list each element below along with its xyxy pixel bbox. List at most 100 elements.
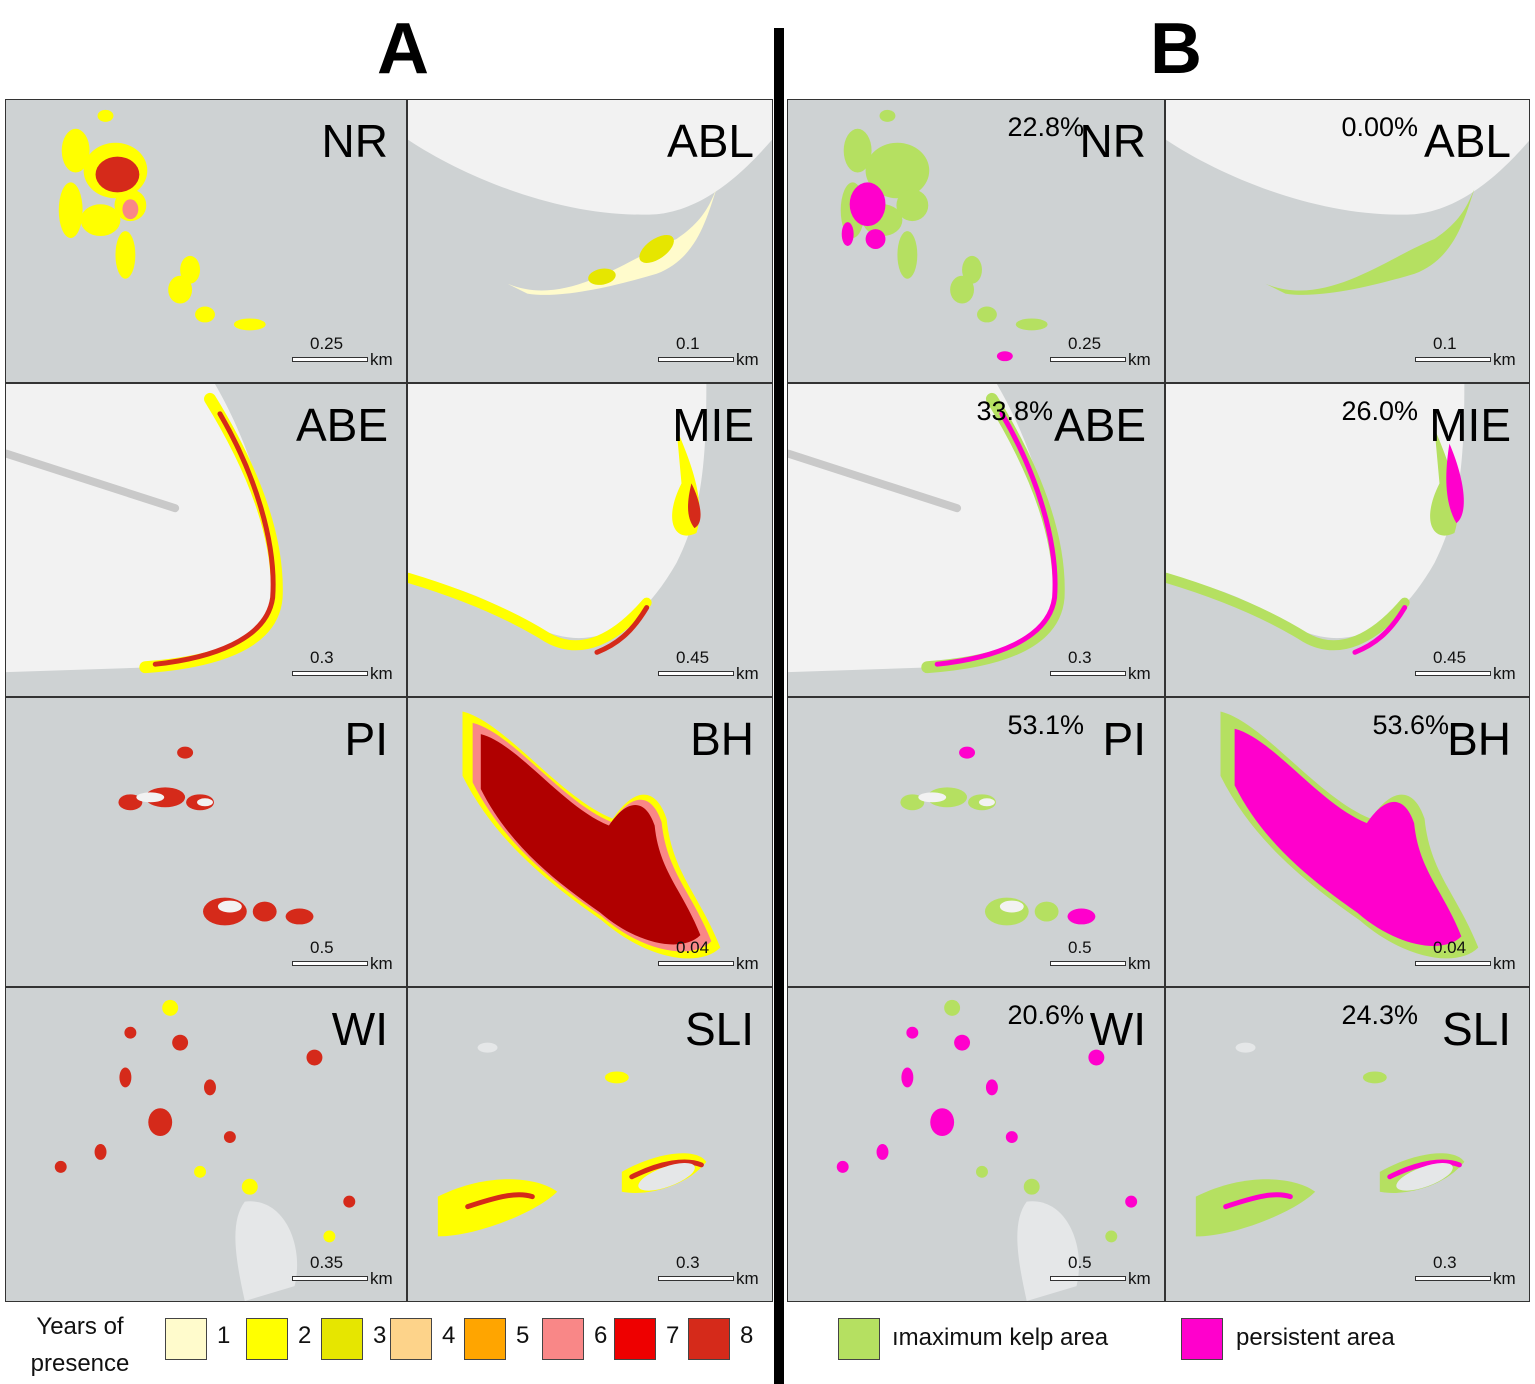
scale-unit: km <box>1128 350 1151 370</box>
island <box>478 1043 498 1053</box>
scale-unit: km <box>1493 350 1516 370</box>
kelp-patch <box>242 1179 258 1195</box>
kelp-patch <box>986 1079 998 1095</box>
island <box>918 792 946 802</box>
kelp-patch <box>204 1079 216 1095</box>
persistent-percentage: 33.8% <box>976 398 1053 425</box>
persistent-percentage: 20.6% <box>1007 1002 1084 1029</box>
map-tile-b-sli: SLI 24.3% 0.3 km <box>1165 987 1530 1302</box>
legend-label-year-2: 2 <box>298 1322 311 1350</box>
scale-value: 0.3 <box>1433 1253 1457 1273</box>
kelp-patch <box>896 189 928 221</box>
kelp-patch <box>1363 1071 1387 1083</box>
scale-bar: 0.25 km <box>292 340 402 370</box>
kelp-patch <box>162 1000 178 1016</box>
kelp-patch <box>81 204 121 236</box>
legend-label-persistent: persistent area <box>1236 1324 1395 1352</box>
land-mass <box>1166 384 1464 638</box>
kelp-patch <box>95 1144 107 1160</box>
scale-value: 0.35 <box>310 1253 343 1273</box>
scale-line <box>1050 961 1126 966</box>
island <box>1236 1043 1256 1053</box>
kelp-patch <box>177 747 193 759</box>
legend-label-year-1: 1 <box>217 1322 230 1350</box>
scale-bar: 0.04 km <box>658 944 768 974</box>
site-label: ABE <box>1054 402 1146 448</box>
kelp-patch <box>124 1027 136 1039</box>
scale-unit: km <box>736 1269 759 1289</box>
kelp-patch <box>234 318 266 330</box>
kelp-patch <box>605 1071 629 1083</box>
site-label: MIE <box>1429 402 1511 448</box>
kelp-patch <box>253 902 277 922</box>
legend-swatch-year-1 <box>165 1318 207 1360</box>
scale-line <box>658 1276 734 1281</box>
kelp-patch <box>1024 1179 1040 1195</box>
legend-label-year-5: 5 <box>516 1322 529 1350</box>
kelp-patch <box>195 307 215 323</box>
site-label: ABE <box>296 402 388 448</box>
legend-swatch-year-2 <box>246 1318 288 1360</box>
kelp-core <box>96 157 140 193</box>
map-tile-b-bh: BH 53.6% 0.04 km <box>1165 697 1530 987</box>
legend-swatch-year-7 <box>614 1318 656 1360</box>
land-mass <box>408 384 706 638</box>
kelp-patch <box>1068 909 1096 925</box>
kelp-patch <box>837 1161 849 1173</box>
kelp-band <box>438 1179 557 1236</box>
kelp-patch <box>897 231 917 279</box>
map-tile-b-abe: ABE 33.8% 0.3 km <box>787 383 1165 697</box>
legend-swatch-persistent <box>1181 1318 1223 1360</box>
scale-line <box>292 961 368 966</box>
scale-unit: km <box>370 954 393 974</box>
panel-a-letter: A <box>377 8 429 90</box>
map-tile-a-abl: ABL 0.1 km <box>407 99 773 383</box>
scale-bar: 0.35 km <box>292 1259 402 1289</box>
kelp-patch <box>954 1035 970 1051</box>
scale-value: 0.25 <box>1068 334 1101 354</box>
panel-divider <box>774 28 784 1384</box>
site-label: BH <box>690 716 754 762</box>
kelp-core <box>122 199 138 219</box>
persistent-percentage: 26.0% <box>1341 398 1418 425</box>
scale-unit: km <box>370 664 393 684</box>
kelp-patch <box>1105 1230 1117 1242</box>
site-label: WI <box>332 1006 388 1052</box>
kelp-patch <box>930 1108 954 1136</box>
scale-value: 0.3 <box>676 1253 700 1273</box>
kelp-patch <box>306 1050 322 1066</box>
scale-line <box>1415 357 1491 362</box>
scale-bar: 0.04 km <box>1415 944 1525 974</box>
legend-swatch-maximum-kelp <box>838 1318 880 1360</box>
scale-line <box>658 961 734 966</box>
kelp-patch <box>950 276 974 304</box>
scale-bar: 0.45 km <box>658 654 768 684</box>
map-tile-b-mie: MIE 26.0% 0.45 km <box>1165 383 1530 697</box>
site-label: NR <box>322 118 388 164</box>
scale-unit: km <box>1493 954 1516 974</box>
scale-line <box>1050 1276 1126 1281</box>
scale-line <box>292 357 368 362</box>
scale-value: 0.1 <box>676 334 700 354</box>
persistent-percentage: 0.00% <box>1341 114 1418 141</box>
scale-bar: 0.5 km <box>1050 1259 1160 1289</box>
scale-value: 0.5 <box>1068 1253 1092 1273</box>
scale-bar: 0.1 km <box>1415 340 1525 370</box>
scale-unit: km <box>1128 1269 1151 1289</box>
scale-line <box>1415 961 1491 966</box>
scale-value: 0.04 <box>676 938 709 958</box>
site-label: WI <box>1090 1006 1146 1052</box>
scale-value: 0.25 <box>310 334 343 354</box>
map-tile-a-pi: PI 0.5 km <box>5 697 407 987</box>
land-mass <box>6 384 275 672</box>
kelp-patch <box>224 1131 236 1143</box>
island <box>218 901 242 913</box>
scale-bar: 0.3 km <box>1415 1259 1525 1289</box>
kelp-patch <box>119 1067 131 1087</box>
site-label: SLI <box>685 1006 754 1052</box>
kelp-patch <box>55 1161 67 1173</box>
persistent-patch <box>997 351 1013 361</box>
kelp-patch <box>877 1144 889 1160</box>
scale-bar: 0.5 km <box>292 944 402 974</box>
scale-value: 0.04 <box>1433 938 1466 958</box>
